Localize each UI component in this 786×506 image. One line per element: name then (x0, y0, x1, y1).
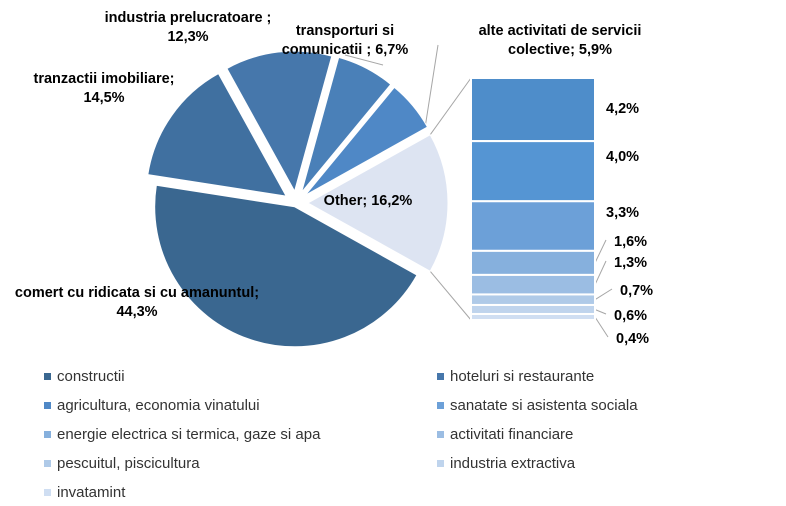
legend-swatch (44, 372, 51, 380)
series-line-bottom (429, 270, 472, 321)
bar-segment (470, 200, 596, 252)
legend-item-invatamint: invatamint (44, 481, 125, 503)
bar-leader-line (594, 309, 607, 315)
bar-leader-line (594, 239, 607, 264)
legend-swatch (44, 430, 51, 438)
pie-label-alte-activitati-de-servicii-colective: alte activitati de servicii colective; 5,… (479, 23, 642, 58)
legend-swatch (437, 372, 444, 380)
bar-segment (470, 249, 596, 276)
legend-item-hoteluri-si-restaurante: hoteluri si restaurante (437, 365, 594, 387)
leader-line (344, 54, 384, 66)
pie-labels: comert cu ridicata si cu amanuntul; 44,3%… (15, 10, 641, 320)
pie-slice-industria-prelucratoare (226, 50, 333, 193)
legend-label: constructii (57, 367, 125, 385)
bar-segment (470, 312, 596, 322)
legend-label: pescuitul, piscicultura (57, 454, 200, 472)
legend-swatch (437, 401, 444, 409)
pie-label-tranzactii-imobiliare: tranzactii imobiliare; 14,5% (33, 71, 174, 106)
bar-label: 0,4% (616, 331, 649, 347)
bar-stack (470, 77, 596, 322)
connector-lines (344, 44, 613, 338)
bar-segment (470, 293, 596, 306)
legend-label: invatamint (57, 483, 126, 501)
pie-slice-alte-activitati-de-servicii-colective (304, 86, 429, 196)
legend-item-agricultura-economia-vinatului: agricultura, economia vinatului (44, 394, 260, 416)
pie-label-comert-cu-ridicata-si-cu-amanuntul: comert cu ridicata si cu amanuntul; 44,3% (15, 285, 259, 320)
bar-of-pie-chart: comert cu ridicata si cu amanuntul; 44,3%… (15, 10, 653, 348)
bar-label: 4,2% (606, 101, 639, 117)
pie-label-transporturi-si-comunicatii: transporturi si comunicatii ; 6,7% (282, 23, 409, 58)
pie-slices (147, 50, 449, 348)
bar-segment (470, 303, 596, 315)
legend-swatch (44, 488, 51, 496)
bar-segment (470, 273, 596, 296)
legend-label: agricultura, economia vinatului (57, 396, 260, 414)
bar-label: 0,7% (620, 283, 653, 299)
legend-label: energie electrica si termica, gaze si ap… (57, 425, 321, 443)
legend-item-pescuitul-piscicultura: pescuitul, piscicultura (44, 452, 200, 474)
legend-item-industria-extractiva: industria extractiva (437, 452, 575, 474)
legend-item-constructii: constructii (44, 365, 125, 387)
legend: constructii hoteluri si restaurante agricu… (0, 362, 786, 506)
legend-item-activitati-financiare: activitati financiare (437, 423, 573, 445)
leader-line (424, 44, 439, 129)
pie-slice-comert-cu-ridicata-si-cu-amanuntul (154, 184, 418, 348)
pie-slice-transporturi-si-comunicatii (301, 56, 392, 193)
bar-label: 0,6% (614, 308, 647, 324)
bar-label: 4,0% (606, 149, 639, 165)
legend-label: activitati financiare (450, 425, 574, 443)
pie-slice-tranzactii-imobiliare (147, 72, 288, 197)
legend-label: sanatate si asistenta sociala (450, 396, 638, 414)
legend-item-energie-electrica-si-termica-gaze-si-apa: energie electrica si termica, gaze si ap… (44, 423, 320, 445)
pie-label-other: Other; 16,2% (324, 193, 413, 209)
pie-slice-other (306, 134, 449, 272)
bar-segment (470, 140, 596, 203)
bar-leader-line (594, 288, 613, 301)
bar-labels: 4,2% 4,0% 3,3% 1,6% 1,3% 0,7% 0,6% 0,4% (606, 101, 653, 347)
pie-label-industria-prelucratoare: industria prelucratoare ; 12,3% (105, 10, 272, 45)
bar-leader-line (594, 260, 607, 285)
bar-leader-line (594, 316, 609, 338)
legend-swatch (44, 459, 51, 467)
legend-item-sanatate-si-asistenta-sociala: sanatate si asistenta sociala (437, 394, 638, 416)
legend-label: hoteluri si restaurante (450, 367, 595, 385)
legend-swatch (437, 459, 444, 467)
series-line-top (429, 77, 472, 136)
legend-label: industria extractiva (450, 454, 576, 472)
bar-label: 1,6% (614, 234, 647, 250)
bar-label: 1,3% (614, 255, 647, 271)
bar-segment (470, 77, 596, 143)
legend-swatch (437, 430, 444, 438)
bar-label: 3,3% (606, 205, 639, 221)
legend-swatch (44, 401, 51, 409)
